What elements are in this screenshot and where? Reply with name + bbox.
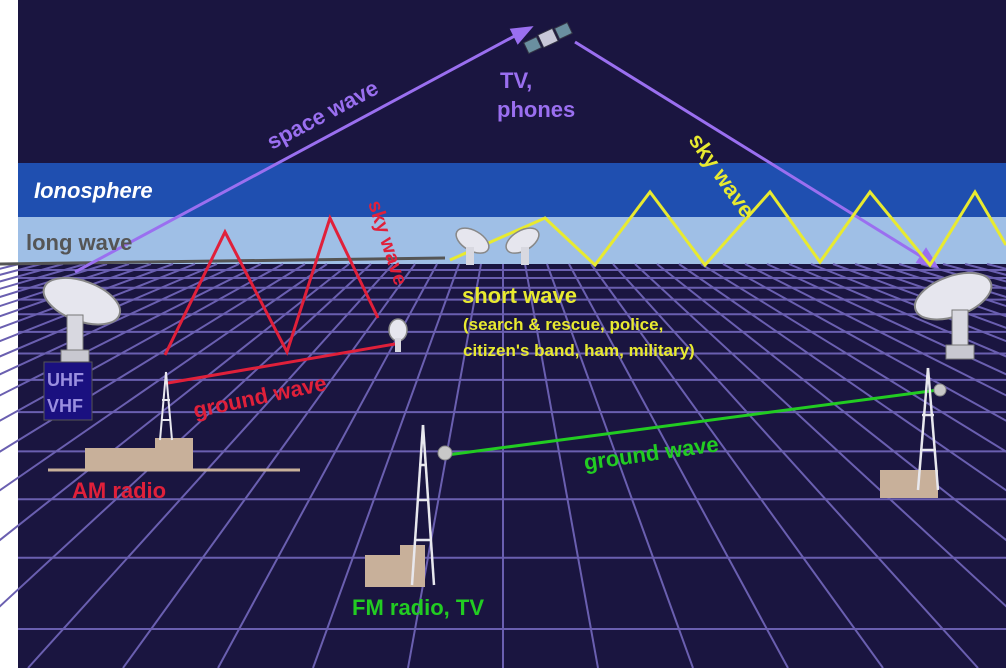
grid-perspective-line (634, 263, 1006, 608)
grid-perspective-line (788, 263, 1006, 358)
grid-perspective-line (700, 263, 1006, 453)
uhf-label: UHF (47, 370, 84, 390)
grid-perspective-line (0, 263, 196, 343)
grid-perspective-line (744, 263, 1006, 397)
long-wave-line (0, 256, 446, 266)
uhf-vhf-box (43, 361, 93, 421)
dish-antenna-icon (42, 276, 122, 365)
grid-perspective-line (722, 263, 1006, 422)
sky-wave-red-path (163, 213, 380, 356)
sky-background (18, 0, 1006, 668)
dish-antenna-icon (913, 271, 993, 360)
am-radio-label: AM radio (72, 478, 166, 503)
tv-phones-label-line1: TV, (500, 68, 532, 93)
grid-perspective-line (810, 263, 1006, 343)
grid-perspective-line (0, 263, 240, 376)
grid-perspective-line (407, 263, 482, 668)
grid-perspective-line (678, 263, 1006, 492)
dish-antenna-icon (455, 227, 490, 265)
grid-perspective-line (0, 263, 218, 358)
short-wave-label: short wave (462, 283, 577, 308)
building-icon (365, 545, 425, 587)
radio-tower-icon (916, 367, 940, 491)
ground-grid (0, 263, 1006, 668)
ground-wave-red-line (167, 342, 396, 385)
ionosphere-label: Ionosphere (34, 178, 153, 203)
grid-perspective-line (656, 263, 1006, 542)
fm-radio-tv-label: FM radio, TV (352, 595, 484, 620)
grid-perspective-line (546, 263, 694, 668)
grid-perspective-line (0, 263, 306, 453)
tv-phones-label-line2: phones (497, 97, 575, 122)
building-icon (85, 438, 193, 470)
radio-tower-icon (159, 371, 173, 441)
grid-perspective-line (0, 263, 262, 397)
short-wave-desc-line2: citizen's band, ham, military) (463, 341, 695, 360)
grid-perspective-line (27, 263, 394, 668)
grid-perspective-line (122, 263, 416, 668)
space-wave-path (74, 26, 940, 274)
grid-perspective-line (524, 263, 599, 668)
ground-wave-green-line (446, 388, 939, 457)
dish-antenna-icon (388, 318, 408, 352)
grid-perspective-line (590, 263, 884, 668)
building-icon (880, 470, 938, 498)
long-wave-label: long wave (26, 230, 132, 255)
fm-antenna-node (437, 445, 453, 461)
grid-perspective-line (0, 263, 328, 492)
dish-antenna-icon (505, 227, 540, 265)
grid-perspective-line (568, 263, 789, 668)
grid-perspective-line (612, 263, 979, 668)
radio-tower-icon (410, 424, 436, 586)
vhf-label: VHF (47, 396, 83, 416)
sky-wave-yellow-path (449, 189, 1006, 268)
grid-perspective-line (312, 263, 460, 668)
receiver-antenna-node (933, 383, 947, 397)
grid-perspective-line (0, 263, 284, 422)
short-wave-desc-line1: (search & rescue, police, (463, 315, 663, 334)
satellite-icon (523, 21, 573, 55)
grid-perspective-line (766, 263, 1006, 376)
